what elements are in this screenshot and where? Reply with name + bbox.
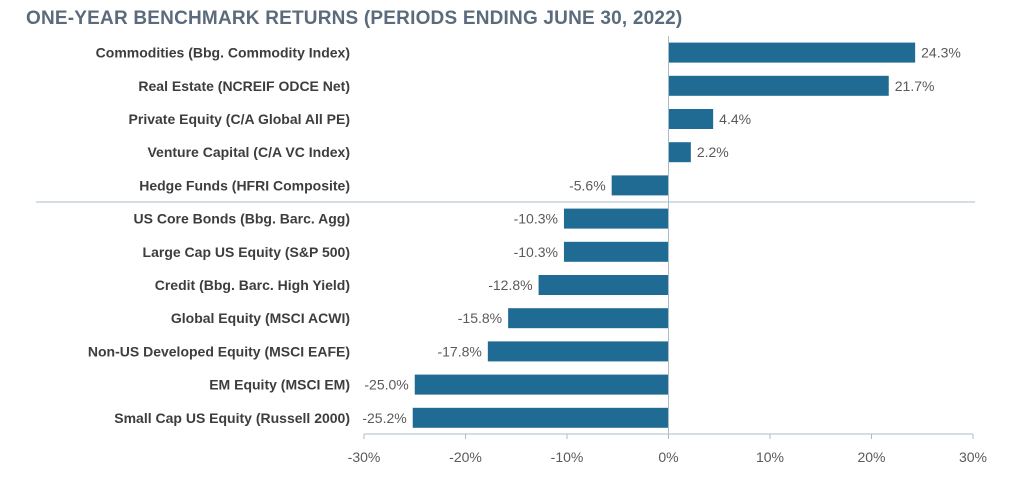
axis-group: -30% -20% -10% 0% 10% 20% 30% <box>36 36 987 465</box>
category-label: EM Equity (MSCI EM) <box>209 377 350 393</box>
chart-title: ONE-YEAR BENCHMARK RETURNS (PERIODS ENDI… <box>26 8 683 29</box>
bar <box>538 275 669 295</box>
value-label: -17.8% <box>437 343 481 359</box>
x-tick-label: -20% <box>449 449 482 465</box>
bar <box>563 241 669 262</box>
value-label: -5.6% <box>569 177 606 193</box>
bar <box>508 308 669 329</box>
bar <box>611 175 669 196</box>
value-label: -25.0% <box>364 377 408 393</box>
category-label: Venture Capital (C/A VC Index) <box>147 144 350 160</box>
x-tick-label: 10% <box>756 449 784 465</box>
value-label: -15.8% <box>458 310 502 326</box>
x-tick-label: 20% <box>857 449 885 465</box>
category-label: Private Equity (C/A Global All PE) <box>129 111 350 127</box>
category-label: US Core Bonds (Bbg. Barc. Agg) <box>134 211 351 227</box>
value-labels: 24.3% 21.7% 4.4% 2.2% -5.6% -10.3% -10.3% -12.8… <box>362 45 960 426</box>
value-label: 2.2% <box>697 144 729 160</box>
bar <box>668 75 889 96</box>
x-tick-label: -30% <box>348 449 381 465</box>
category-label: Non-US Developed Equity (MSCI EAFE) <box>88 343 350 359</box>
category-label: Real Estate (NCREIF ODCE Net) <box>138 78 350 94</box>
value-label: 24.3% <box>921 45 961 61</box>
value-label: -25.2% <box>362 410 406 426</box>
value-label: -12.8% <box>488 277 532 293</box>
bar <box>414 374 669 395</box>
bar <box>668 109 714 129</box>
value-label: -10.3% <box>514 244 558 260</box>
x-tick-label: -10% <box>551 449 584 465</box>
category-label: Global Equity (MSCI ACWI) <box>171 310 350 326</box>
bar <box>487 341 669 362</box>
bar <box>668 42 916 63</box>
category-label: Credit (Bbg. Barc. High Yield) <box>155 277 350 293</box>
bar <box>668 142 691 163</box>
category-label: Commodities (Bbg. Commodity Index) <box>96 45 350 61</box>
category-label: Large Cap US Equity (S&P 500) <box>143 244 350 260</box>
bar <box>563 208 669 229</box>
bars-group <box>412 42 916 428</box>
bar <box>412 407 669 428</box>
value-label: 4.4% <box>719 111 751 127</box>
x-tick-label: 30% <box>959 449 987 465</box>
x-tick-label: 0% <box>658 449 678 465</box>
category-labels: Commodities (Bbg. Commodity Index) Real E… <box>88 45 350 426</box>
value-label: 21.7% <box>895 78 935 94</box>
category-label: Hedge Funds (HFRI Composite) <box>139 177 350 193</box>
category-label: Small Cap US Equity (Russell 2000) <box>114 410 350 426</box>
value-label: -10.3% <box>514 211 558 227</box>
